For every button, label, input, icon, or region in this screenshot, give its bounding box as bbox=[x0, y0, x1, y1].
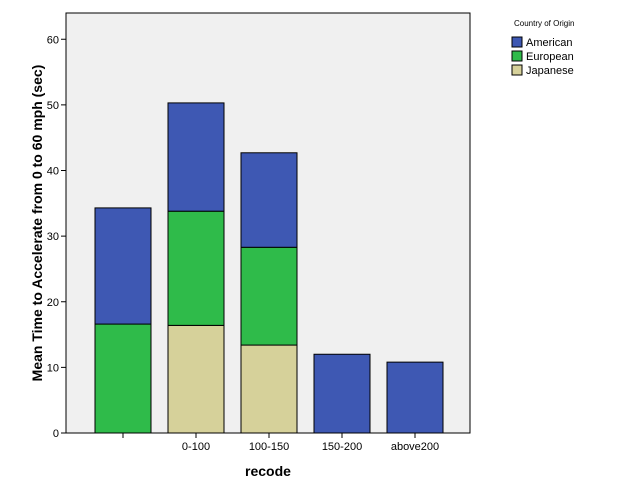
bar-japanese-0-100 bbox=[167, 324, 225, 434]
legend-swatch-japanese bbox=[511, 64, 523, 76]
legend-swatch-european bbox=[511, 50, 523, 62]
legend-swatch-american bbox=[511, 36, 523, 48]
bar-european-0-100 bbox=[167, 210, 225, 326]
y-tick-label: 0 bbox=[53, 428, 59, 440]
x-tick-label: 0-100 bbox=[182, 441, 210, 453]
legend: Country of Origin American European Japane… bbox=[511, 19, 574, 77]
bar-american-100-150 bbox=[240, 152, 298, 248]
x-axis: 0-100 100-150 150-200 above200 bbox=[122, 433, 439, 453]
x-tick-label: above200 bbox=[391, 441, 439, 453]
y-tick-label: 20 bbox=[47, 297, 59, 309]
bars-group bbox=[94, 102, 444, 434]
legend-title: Country of Origin bbox=[514, 19, 574, 28]
y-axis-title: Mean Time to Accelerate from 0 to 60 mph… bbox=[29, 65, 45, 382]
y-tick-label: 30 bbox=[47, 231, 59, 243]
bar-american-above200 bbox=[386, 361, 444, 434]
y-tick-label: 60 bbox=[47, 34, 59, 46]
y-tick-label: 10 bbox=[47, 362, 59, 374]
y-tick-label: 40 bbox=[47, 166, 59, 178]
bar-american-150-200 bbox=[313, 353, 371, 434]
bar-american-blank bbox=[94, 207, 152, 325]
y-axis: 0 10 20 30 40 50 60 bbox=[47, 34, 66, 440]
bar-european-blank bbox=[94, 323, 152, 434]
legend-label-european: European bbox=[526, 51, 574, 63]
x-tick-label: 100-150 bbox=[249, 441, 289, 453]
bar-japanese-100-150 bbox=[240, 344, 298, 434]
y-tick-label: 50 bbox=[47, 100, 59, 112]
bar-european-100-150 bbox=[240, 246, 298, 346]
x-axis-title: recode bbox=[245, 463, 291, 479]
x-tick-label: 150-200 bbox=[322, 441, 362, 453]
legend-label-japanese: Japanese bbox=[526, 65, 574, 77]
bar-american-0-100 bbox=[167, 102, 225, 212]
legend-label-american: American bbox=[526, 37, 572, 49]
